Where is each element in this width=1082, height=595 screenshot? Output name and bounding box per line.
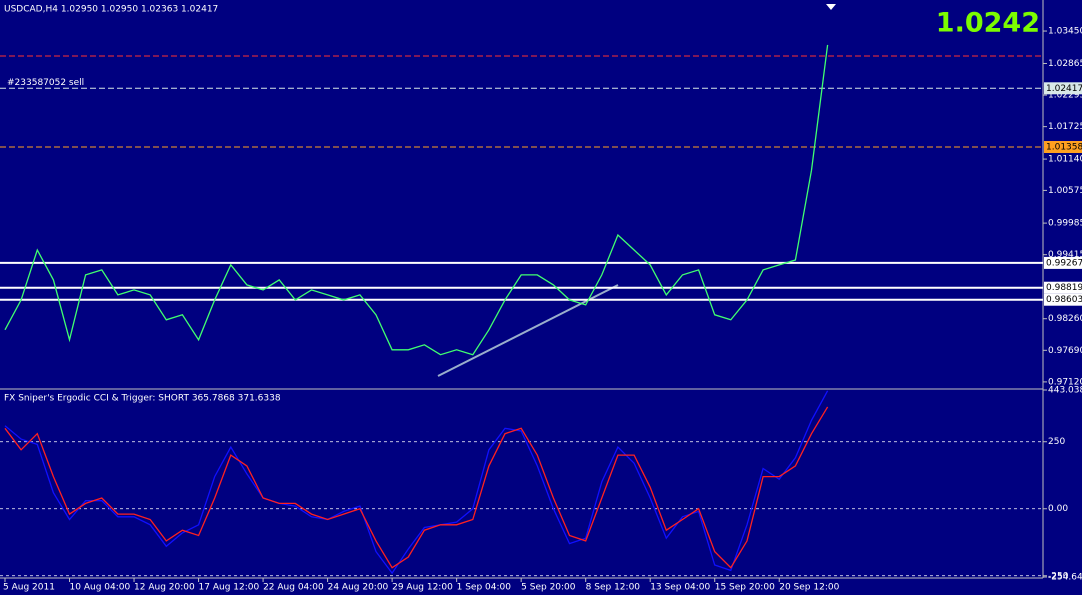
level-label-box — [1044, 256, 1082, 269]
x-tick-label: 29 Aug 12:00 — [392, 583, 453, 593]
level-label: 0.98819 — [1046, 283, 1082, 293]
y-tick-label: 1.03450 — [1048, 27, 1082, 37]
y-tick-label: 1.01140 — [1048, 155, 1082, 165]
x-tick-label: 20 Sep 12:00 — [779, 583, 839, 593]
x-tick-label: 5 Aug 2011 — [3, 583, 55, 593]
y-tick-label: 1.02295 — [1048, 91, 1082, 101]
x-tick-label: 15 Sep 20:00 — [715, 583, 775, 593]
level-label-box — [1044, 293, 1082, 306]
y-tick-label: 0.97120 — [1048, 377, 1082, 387]
x-tick-label: 24 Aug 20:00 — [328, 583, 389, 593]
y-tick-label: 443.0385 — [1048, 386, 1082, 396]
shift-marker — [826, 4, 836, 10]
x-tick-label: 13 Sep 04:00 — [650, 583, 710, 593]
y-tick-label: 0.97690 — [1048, 346, 1082, 356]
y-tick-label: -250 — [1048, 571, 1069, 581]
x-tick-label: 5 Sep 20:00 — [521, 583, 576, 593]
x-tick-label: 10 Aug 04:00 — [70, 583, 131, 593]
order-label: #233587052 sell — [7, 78, 84, 88]
x-tick-label: 1 Sep 04:00 — [457, 583, 512, 593]
chart-title: USDCAD,H4 1.02950 1.02950 1.02363 1.0241… — [4, 5, 218, 15]
last-price: 1.0242 — [936, 8, 1040, 39]
x-tick-label: 12 Aug 20:00 — [134, 583, 195, 593]
level-label: 0.99267 — [1046, 258, 1082, 268]
y-tick-label: 0.98260 — [1048, 314, 1082, 324]
x-tick-label: 8 Sep 12:00 — [586, 583, 641, 593]
y-tick-label: 0.99415 — [1048, 250, 1082, 260]
data-line — [4, 44, 829, 356]
data-line — [4, 406, 829, 569]
x-tick-label: 17 Aug 12:00 — [199, 583, 260, 593]
level-label: 1.02417 — [1046, 84, 1082, 94]
y-tick-label: 250 — [1048, 437, 1065, 447]
y-tick-label: 1.02865 — [1048, 59, 1082, 69]
level-label-box — [1044, 281, 1082, 294]
level-label: 1.01358 — [1046, 142, 1082, 152]
y-tick-label: 0.99985 — [1048, 219, 1082, 229]
indicator-title: FX Sniper's Ergodic CCI & Trigger: SHORT… — [4, 394, 281, 404]
level-label-box — [1044, 140, 1082, 153]
level-label-box — [1044, 82, 1082, 95]
level-label: 0.98603 — [1046, 295, 1082, 305]
y-tick-label: -254.649 — [1048, 573, 1082, 583]
y-tick-label: 1.01725 — [1048, 122, 1082, 132]
x-tick-label: 22 Aug 04:00 — [263, 583, 324, 593]
y-tick-label: 0.00 — [1048, 504, 1068, 514]
y-tick-label: 1.00575 — [1048, 186, 1082, 196]
